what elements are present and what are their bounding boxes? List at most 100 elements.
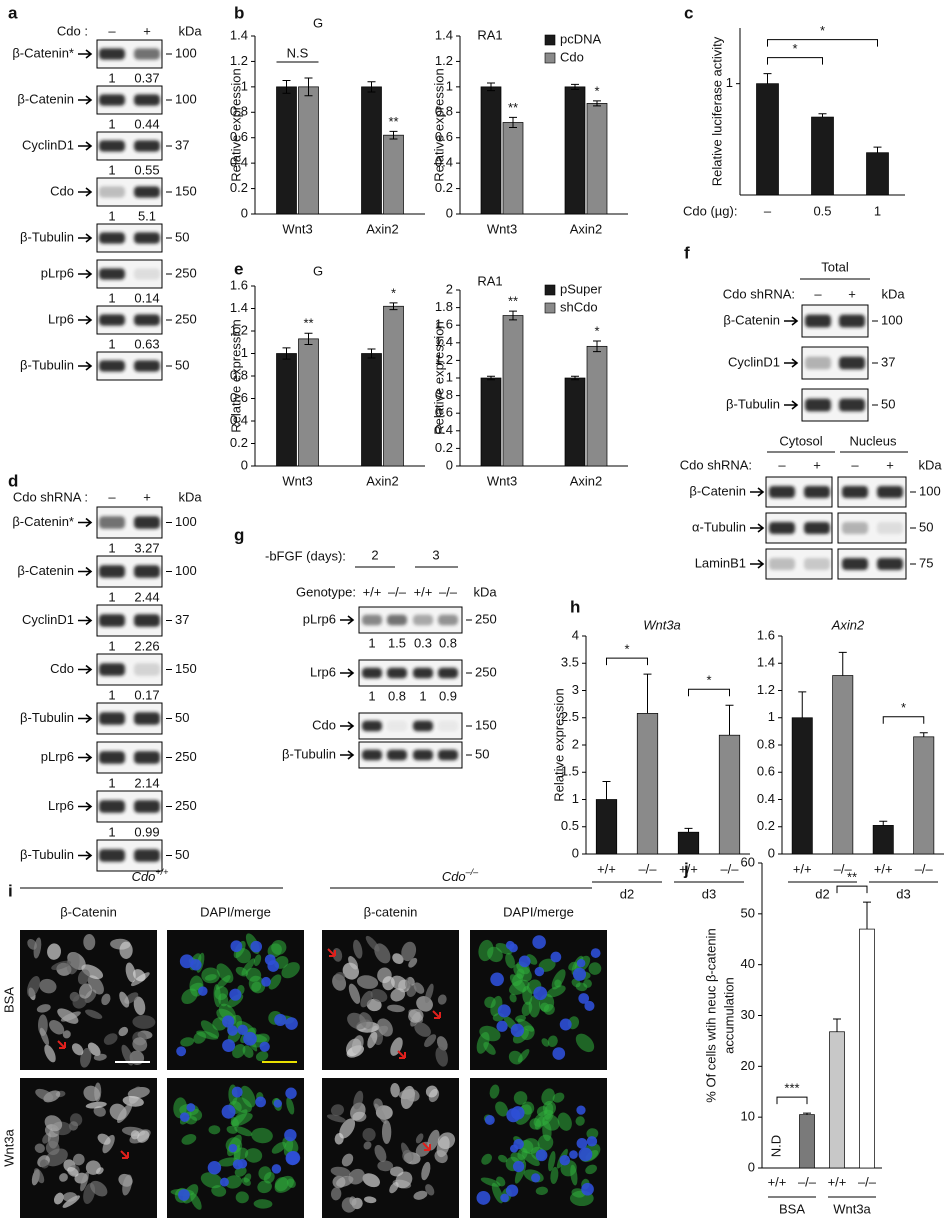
nucleus xyxy=(510,1023,525,1038)
quantification: 0.14 xyxy=(134,290,159,305)
group-label: BSA xyxy=(779,1201,805,1216)
cell xyxy=(36,1004,51,1013)
band xyxy=(99,751,125,764)
blot-title: Cytosol xyxy=(779,433,822,448)
y-tick-label: 1.8 xyxy=(435,299,453,314)
micrograph xyxy=(322,930,459,1070)
cell xyxy=(255,1051,269,1062)
cell xyxy=(244,1148,263,1163)
cell xyxy=(390,1083,400,1098)
cell xyxy=(415,1133,424,1144)
nucleus xyxy=(576,1105,586,1115)
band xyxy=(134,712,160,725)
bracket xyxy=(882,716,925,724)
nucleus xyxy=(484,1115,495,1125)
nd-label: N.D xyxy=(768,1135,783,1157)
cell xyxy=(51,960,72,970)
y-tick-label: 2 xyxy=(446,281,453,296)
cell xyxy=(137,1130,150,1143)
cell xyxy=(362,1128,376,1142)
lane-label: –/– xyxy=(388,584,407,599)
y-tick-label: 0.2 xyxy=(435,440,453,455)
lane-label: – xyxy=(108,23,116,38)
cell xyxy=(62,1192,78,1202)
cell xyxy=(85,1160,101,1175)
band xyxy=(877,522,903,534)
bracket-label: * xyxy=(706,673,711,688)
nucleus xyxy=(250,940,263,953)
error-bar xyxy=(304,332,313,345)
cell xyxy=(515,1015,526,1022)
nucleus xyxy=(532,935,546,949)
band xyxy=(134,94,160,106)
error-bar xyxy=(593,100,601,107)
y-tick-label: 2 xyxy=(572,736,579,751)
band xyxy=(134,268,160,280)
x-tick-label: Axin2 xyxy=(570,473,603,488)
error-bar xyxy=(725,704,734,736)
cell xyxy=(67,1167,79,1177)
nucleus xyxy=(222,1015,235,1028)
cell xyxy=(330,1187,342,1201)
cell xyxy=(189,1108,203,1121)
panel-letter: b xyxy=(234,3,244,22)
cell xyxy=(47,943,62,960)
cell xyxy=(421,1161,431,1181)
x-tick-label: Wnt3 xyxy=(487,473,517,488)
unit-label: kDa xyxy=(473,584,497,599)
cell xyxy=(548,1151,556,1172)
cell xyxy=(44,1044,56,1063)
cell xyxy=(39,1159,49,1169)
nucleus xyxy=(273,1099,282,1108)
protein-label: α-Tubulin xyxy=(692,519,746,534)
marker-label: 100 xyxy=(881,312,903,327)
cell xyxy=(370,988,388,1003)
cell xyxy=(78,983,93,999)
cell xyxy=(348,956,358,970)
error-bar xyxy=(282,347,291,360)
band xyxy=(134,565,160,578)
y-axis-label: Relative expression xyxy=(228,319,243,432)
quantification: 1 xyxy=(108,824,115,839)
y-tick-label: 2.5 xyxy=(561,709,579,724)
genotype-sup: +/+ xyxy=(155,867,168,877)
cell xyxy=(588,962,602,975)
y-tick-label: 0.5 xyxy=(561,818,579,833)
cell xyxy=(84,989,97,1003)
marker-label: 250 xyxy=(175,265,197,280)
quantification: 1 xyxy=(108,336,115,351)
arrow xyxy=(78,752,93,763)
group-label: d2 xyxy=(620,886,634,901)
cell xyxy=(180,1037,195,1047)
band xyxy=(362,667,382,679)
nucleus xyxy=(535,1149,548,1162)
bracket-label: * xyxy=(624,642,629,657)
legend-label: shCdo xyxy=(560,299,598,314)
bar xyxy=(298,338,319,467)
bracket-label: * xyxy=(901,700,906,715)
cell xyxy=(122,1174,133,1196)
band xyxy=(99,712,125,725)
y-tick-label: 0 xyxy=(241,205,248,220)
cell xyxy=(353,939,363,959)
nucleus xyxy=(178,1189,190,1201)
band xyxy=(134,48,160,60)
y-tick-label: 0.2 xyxy=(757,818,775,833)
x-tick-label: –/– xyxy=(834,861,853,876)
cell xyxy=(214,986,229,1001)
marker-label: 150 xyxy=(175,661,197,676)
band xyxy=(362,720,382,732)
blot-header: Cdo shRNA: xyxy=(680,457,752,472)
cell xyxy=(132,1037,148,1052)
nucleus xyxy=(264,954,276,966)
cell xyxy=(200,1020,220,1039)
protein-label: LaminB1 xyxy=(695,555,746,570)
panel-letter: e xyxy=(234,259,243,278)
band xyxy=(842,486,868,498)
nucleus xyxy=(176,1046,187,1057)
cell xyxy=(478,939,494,962)
cell xyxy=(521,1150,540,1167)
cell xyxy=(547,1035,558,1048)
y-tick-label: 1.2 xyxy=(230,322,248,337)
y-tick-label: 0.6 xyxy=(757,764,775,779)
